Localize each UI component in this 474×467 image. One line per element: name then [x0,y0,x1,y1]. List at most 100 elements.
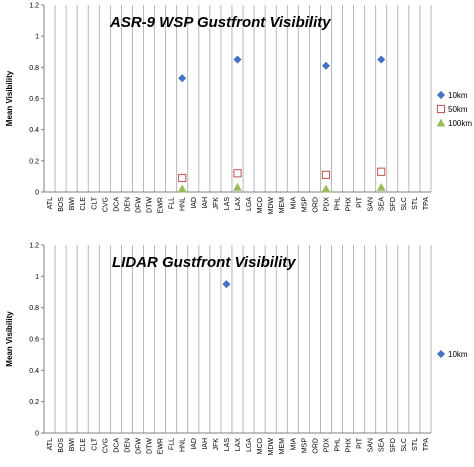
x-tick-label: STL [412,197,419,210]
x-tick-label: MIA [290,438,297,451]
x-tick-label: STL [412,438,419,451]
legend-label: 10km [448,350,468,359]
y-tick-label: 1.2 [29,3,39,10]
x-tick-label: ORD [312,438,319,454]
x-tick-label: BOS [58,438,65,453]
x-tick-label: DTW [147,438,154,454]
x-tick-label: PIT [357,196,364,208]
y-axis-label: Mean Visibility [5,311,14,367]
x-tick-label: IAD [191,438,198,450]
data-point-100km [321,184,331,193]
chart-1: 0 0.2 0.4 0.6 0.8 1 1.2 Mean Visibility ATL BOS BW… [5,3,472,215]
x-tick-label: LAS [224,197,231,211]
x-tick-label: CLE [80,438,87,452]
data-point-100km [376,182,386,191]
x-tick-label: SEA [379,197,386,211]
x-tick-label: SAN [368,197,375,211]
chart-title: ASR-9 WSP Gustfront Visibility [109,14,331,31]
x-tick-label: HNL [180,438,187,452]
data-point-100km [233,182,242,191]
x-tick-label: IAH [202,438,209,450]
x-tick-label: CVG [102,438,109,453]
legend-marker-10km [436,349,446,359]
x-tick-label: MSP [301,197,308,213]
x-tick-label: SEA [379,438,386,452]
x-tick-label: DEN [124,197,131,212]
x-tick-label: JFK [213,197,220,210]
legend-marker-100km [436,118,446,127]
x-tick-label: PHX [346,438,353,453]
x-tick-label: DEN [124,438,131,453]
chart-title: LIDAR Gustfront Visibility [112,254,296,271]
x-tick-label: HNL [180,197,187,211]
x-tick-label: LAX [235,438,242,452]
x-tick-label: LGA [246,197,253,211]
data-point-50km [321,170,331,179]
x-tick-label: DTW [147,197,154,213]
legend-label: 50km [448,105,468,114]
data-point-10km [377,55,386,64]
x-tick-label: MEM [279,197,286,214]
legend-label: 100km [448,119,472,128]
x-tick-label: DFW [135,197,142,213]
y-tick-label: 0.6 [29,337,39,344]
data-point-10km [321,61,331,70]
x-tick-label: EWR [158,197,165,213]
x-tick-label: ORD [312,197,319,213]
x-tick-label: PDX [323,438,330,453]
x-tick-label: JFK [213,438,220,451]
x-tick-label: FLL [169,438,176,450]
x-tick-label: ATL [47,438,54,450]
x-tick-label: LAX [235,197,242,211]
x-tick-label: PIT [357,437,364,449]
x-tick-label: MIA [290,197,297,210]
legend-marker-10km [436,90,446,100]
data-point-100km [177,184,187,193]
x-tick-label: MSP [301,438,308,454]
x-tick-label: PHL [335,197,342,211]
y-tick-label: 0.2 [29,158,39,165]
x-tick-label: MCO [257,196,264,213]
x-tick-label: MDW [268,197,275,215]
x-tick-label: SFO [390,437,397,452]
x-tick-label: BWI [69,438,76,451]
x-tick-label: PDX [323,197,330,212]
x-tick-label: CVG [102,197,109,212]
y-tick-label: 0.8 [29,305,39,312]
y-tick-label: 0.4 [29,368,39,375]
x-tick-label: TPA [423,438,430,451]
x-tick-label: BWI [69,197,76,210]
x-tick-label: LAS [224,438,231,452]
data-point-50km [377,167,386,176]
x-tick-label: CLE [80,197,87,211]
y-axis-label: Mean Visibility [5,70,14,126]
y-tick-label: 0 [35,431,39,438]
x-tick-label: PHX [346,197,353,212]
x-tick-label: MEM [279,438,286,455]
x-tick-label: MCO [257,437,264,454]
x-tick-label: IAD [191,197,198,209]
x-tick-label: SLC [401,197,408,211]
data-point-10km [233,55,242,64]
x-tick-label: SAN [368,438,375,452]
x-tick-label: EWR [158,438,165,454]
data-point-10km [178,74,187,83]
x-tick-label: SFO [390,196,397,211]
x-tick-label: SLC [401,438,408,452]
y-tick-label: 1 [35,274,39,281]
y-tick-label: 0.2 [29,399,39,406]
data-point-50km [233,169,242,178]
chart-2: 0 0.2 0.4 0.6 0.8 1 1.2 Mean Visibility ATL BOS BW… [5,243,468,456]
x-tick-label: DCA [113,438,120,453]
x-tick-label: IAH [202,197,209,209]
y-tick-label: 0.4 [29,127,39,134]
legend-label: 10km [448,91,468,100]
x-tick-label: LGA [246,438,253,452]
x-tick-label: MDW [268,438,275,456]
x-tick-label: CLT [91,196,98,209]
x-tick-label: ATL [47,197,54,209]
x-tick-label: PHL [335,438,342,452]
x-tick-label: BOS [58,197,65,212]
data-point-50km [178,173,187,183]
